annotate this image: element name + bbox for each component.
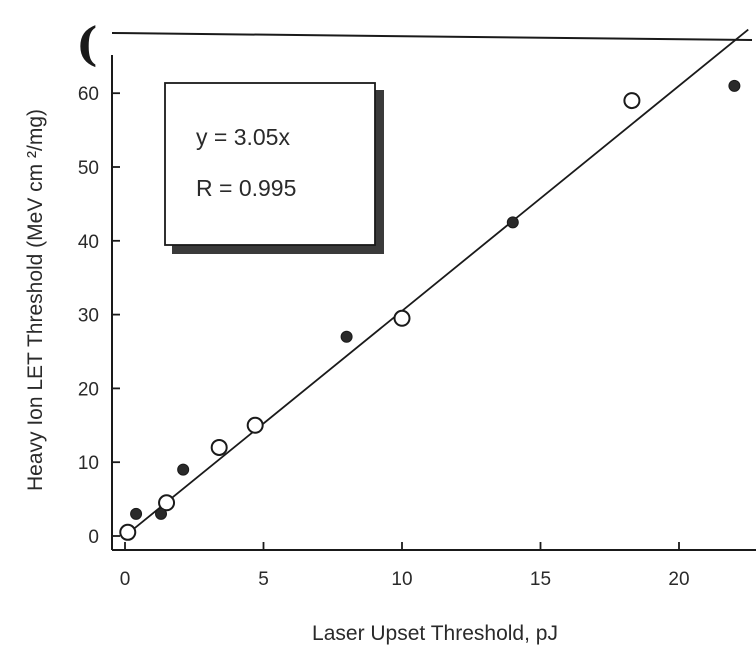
open-point-2 [210,438,228,456]
open-point-3 [246,416,264,434]
x-tick-label-20: 20 [668,569,689,590]
open-point-0 [119,523,137,541]
data-points [119,79,741,541]
y-tick-label-40: 40 [78,232,99,253]
y-tick-label-10: 10 [78,453,99,474]
fit-line [124,28,749,537]
x-axis-ticks: 0 5 10 15 20 [120,542,690,590]
y-tick-label-50: 50 [78,158,99,179]
filled-point-0 [130,507,143,520]
r-value-text: R = 0.995 [196,175,296,201]
y-tick-label-0: 0 [88,527,99,548]
x-tick-label-5: 5 [258,569,269,590]
x-tick-label-0: 0 [120,569,131,590]
y-axis-title: Heavy Ion LET Threshold (MeV cm ²/mg) [24,109,47,491]
open-point-4 [393,309,411,327]
y-axis-ticks: 0 10 20 30 40 50 60 [78,84,120,548]
plot-top-border [111,32,753,41]
x-tick-label-15: 15 [530,569,551,590]
equation-text: y = 3.05x [196,124,290,150]
filled-point-3 [340,330,353,343]
y-tick-label-60: 60 [78,84,99,105]
filled-point-5 [728,79,741,92]
open-point-5 [623,92,641,110]
x-axis-title: Laser Upset Threshold, pJ [312,622,558,645]
equation-box-frame [164,82,376,246]
filled-point-2 [177,463,190,476]
y-tick-label-20: 20 [78,379,99,400]
open-point-1 [158,494,176,512]
equation-box: y = 3.05x R = 0.995 [164,82,384,254]
corner-mark: ( [76,17,98,71]
y-tick-label-30: 30 [78,306,99,327]
filled-point-1 [155,507,168,520]
filled-point-4 [506,216,519,229]
x-tick-label-10: 10 [391,569,412,590]
